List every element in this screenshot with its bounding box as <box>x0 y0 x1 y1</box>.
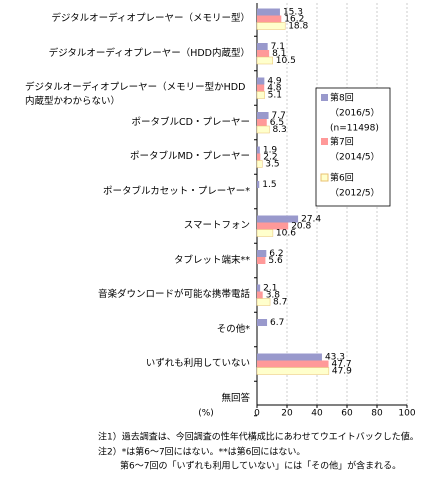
bar <box>257 222 289 230</box>
bar <box>257 353 322 361</box>
y-tick-label: タブレット端末** <box>173 254 250 266</box>
bar <box>257 153 261 161</box>
value-label: 3.5 <box>265 160 279 170</box>
value-label: 1.5 <box>262 180 276 190</box>
y-tick-label: ポータブルカセット・プレーヤー* <box>103 185 250 197</box>
x-unit: (%) <box>198 409 214 419</box>
bar <box>257 291 263 299</box>
bar <box>257 112 269 119</box>
value-label: 20.8 <box>291 222 311 232</box>
value-label: 4.8 <box>267 84 282 94</box>
value-label: 43.3 <box>325 353 345 363</box>
value-label: 6.2 <box>269 249 283 259</box>
legend-label: 第6回 <box>330 172 354 184</box>
note: 注2）*は第6～7回にはない。**は第6回にはない。 <box>98 446 305 458</box>
value-label: 27.4 <box>301 215 321 225</box>
note: 第6～7回の「いずれも利用していない」には「その他」が含まれる。 <box>120 460 401 472</box>
value-label: 2.2 <box>263 153 277 163</box>
legend-period: （2012/5） <box>330 188 380 199</box>
legend-swatch <box>320 173 329 182</box>
value-label: 10.5 <box>276 56 296 66</box>
x-tick-label: 100 <box>398 409 415 419</box>
value-label: 1.9 <box>263 146 278 156</box>
bar <box>257 360 329 368</box>
value-label: 5.1 <box>268 91 282 101</box>
legend-period: （2014/5） <box>330 152 380 163</box>
y-tick-label: ポータブルMD・プレーヤー <box>129 151 250 162</box>
x-tick-label: 60 <box>341 409 353 419</box>
y-tick-label: ポータブルCD・プレーヤー <box>131 116 250 128</box>
legend-label: 第7回 <box>330 136 354 148</box>
bar <box>257 250 267 257</box>
legend-period: （2016/5） <box>330 108 380 119</box>
bar <box>257 257 266 264</box>
value-label: 16.2 <box>284 15 304 25</box>
value-label: 8.3 <box>272 125 286 135</box>
bar <box>257 43 268 50</box>
y-tick-label: 音楽ダウンロードが可能な携帯電話 <box>97 289 250 300</box>
x-tick-label: 40 <box>311 409 323 419</box>
value-label: 10.6 <box>276 229 296 239</box>
bar <box>257 84 265 92</box>
value-label: 6.5 <box>270 118 284 128</box>
legend-label: 第8回 <box>330 92 354 104</box>
bar <box>256 22 286 30</box>
bar <box>257 50 270 57</box>
x-tick-label: 20 <box>281 409 293 419</box>
value-label: 3.8 <box>266 291 281 301</box>
y-tick-label: スマートフォン <box>183 220 250 231</box>
value-label: 18.8 <box>288 22 308 32</box>
x-tick-label: 0 <box>254 409 260 419</box>
legend-sample: (n=11498) <box>330 124 379 134</box>
legend-swatch <box>321 94 328 101</box>
legend-swatch <box>321 138 328 145</box>
bar <box>256 56 273 65</box>
value-label: 2.1 <box>263 284 277 294</box>
bar <box>257 181 260 188</box>
value-label: 7.7 <box>272 111 286 121</box>
value-label: 15.3 <box>283 8 303 18</box>
bar <box>257 215 299 223</box>
bar <box>257 15 282 23</box>
value-label: 4.9 <box>267 77 282 87</box>
legend-box <box>315 87 391 207</box>
bar <box>257 119 267 126</box>
bar <box>256 160 263 168</box>
y-tick-label: デジタルオーディオプレーヤー（HDD内蔵型） <box>48 47 250 59</box>
bar <box>256 125 270 134</box>
y-tick-label: デジタルオーディオプレーヤー（メモリー型） <box>51 13 250 24</box>
value-label: 7.1 <box>271 42 285 52</box>
bar <box>256 229 274 237</box>
bar <box>257 8 280 16</box>
bar <box>256 298 271 306</box>
value-label: 8.1 <box>272 49 286 59</box>
y-tick-label: いずれも利用していない <box>145 358 250 369</box>
bar <box>257 146 260 154</box>
y-tick-label: その他* <box>216 323 250 335</box>
bar <box>257 77 265 85</box>
value-label: 6.7 <box>270 318 284 328</box>
value-label: 47.7 <box>332 360 352 370</box>
value-label: 8.7 <box>273 298 287 308</box>
x-tick-label: 80 <box>371 409 383 419</box>
bar <box>257 284 261 292</box>
y-tick-label: デジタルオーディオプレーヤー（メモリー型かHDD内蔵型かわからない） <box>25 82 246 107</box>
bar <box>257 319 268 326</box>
value-label: 5.6 <box>268 256 283 266</box>
bar <box>256 91 265 99</box>
bar <box>256 367 330 375</box>
note: 注1）過去調査は、今回調査の性年代構成比にあわせてウエイトバックした値。 <box>98 431 419 443</box>
value-label: 47.9 <box>332 367 352 377</box>
y-tick-label: 無回答 <box>221 392 250 404</box>
